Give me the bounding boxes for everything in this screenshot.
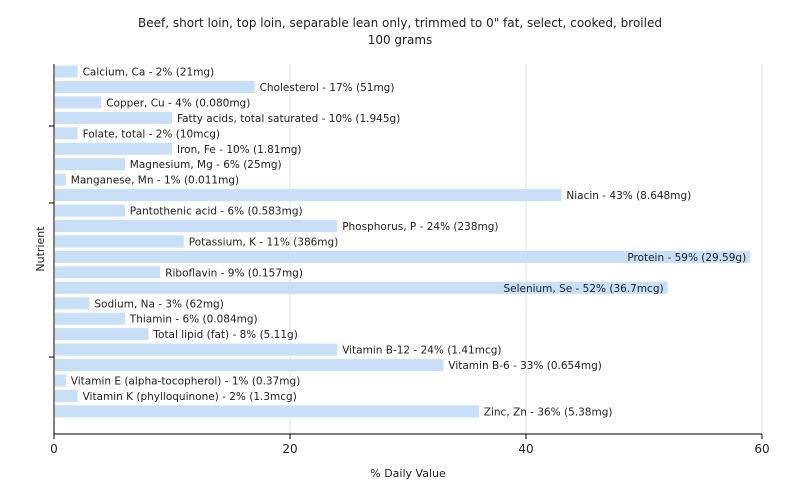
bar: [55, 111, 172, 124]
bar-data-label: Vitamin E (alpha-tocopherol) - 1% (0.37m…: [71, 376, 300, 388]
chart-subtitle: 100 grams: [368, 33, 433, 47]
bar: [55, 281, 668, 294]
bar: [55, 173, 66, 186]
bar: [55, 297, 90, 310]
bar: [55, 359, 444, 372]
x-tick-label: 40: [518, 442, 533, 456]
bar-data-label: Vitamin K (phylloquinone) - 2% (1.3mcg): [83, 391, 297, 403]
y-axis-label: Nutrient: [34, 226, 47, 272]
bar-data-label: Folate, total - 2% (10mcg): [83, 128, 220, 140]
bar: [55, 343, 338, 356]
bar-data-label: Sodium, Na - 3% (62mg): [94, 298, 223, 310]
data-labels-group: Calcium, Ca - 2% (21mg) Cholesterol - 17%…: [71, 67, 746, 419]
bar-data-label: Protein - 59% (29.59g): [627, 252, 746, 264]
x-tick-label: 0: [50, 442, 58, 456]
bar-data-label: Phosphorus, P - 24% (238mg): [342, 221, 498, 233]
y-axis-ticks: [49, 125, 54, 358]
bar-data-label: Zinc, Zn - 36% (5.38mg): [484, 406, 613, 418]
bar: [55, 235, 184, 248]
bar: [55, 220, 338, 232]
bar: [55, 328, 149, 341]
x-tick-label: 60: [754, 442, 769, 456]
bars-group: [55, 65, 751, 418]
bar: [55, 127, 78, 140]
bar: [55, 204, 125, 217]
bar: [55, 250, 751, 263]
bar-data-label: Copper, Cu - 4% (0.080mg): [106, 97, 250, 109]
bar: [55, 266, 161, 279]
bar-data-label: Vitamin B-6 - 33% (0.654mg): [448, 360, 602, 372]
bar-data-label: Potassium, K - 11% (386mg): [189, 236, 339, 248]
bar: [55, 389, 78, 402]
bar: [55, 189, 562, 202]
bar: [55, 405, 479, 418]
bar-data-label: Fatty acids, total saturated - 10% (1.94…: [177, 113, 400, 125]
x-axis-ticks: 0 20 40 60: [50, 434, 770, 456]
chart-title: Beef, short loin, top loin, separable le…: [138, 16, 662, 30]
bar-data-label: Iron, Fe - 10% (1.81mg): [177, 144, 301, 156]
bar-data-label: Manganese, Mn - 1% (0.011mg): [71, 175, 239, 187]
bar: [55, 65, 78, 78]
bar: [55, 96, 102, 109]
bar: [55, 142, 172, 155]
bar-data-label: Pantothenic acid - 6% (0.583mg): [130, 206, 303, 218]
grid-lines: [289, 64, 763, 434]
bar-data-label: Niacin - 43% (8.648mg): [566, 190, 691, 202]
bar: [55, 158, 125, 171]
bar-data-label: Total lipid (fat) - 8% (5.11g): [152, 329, 297, 341]
x-tick-label: 20: [282, 442, 297, 456]
bar: [55, 374, 66, 387]
bar-data-label: Calcium, Ca - 2% (21mg): [83, 67, 215, 79]
bar-data-label: Cholesterol - 17% (51mg): [260, 82, 395, 94]
bar-data-label: Selenium, Se - 52% (36.7mcg): [503, 283, 663, 295]
bar: [55, 80, 255, 93]
bar-data-label: Magnesium, Mg - 6% (25mg): [130, 159, 282, 171]
bar-data-label: Thiamin - 6% (0.084mg): [129, 314, 258, 326]
bar-data-label: Riboflavin - 9% (0.157mg): [165, 267, 303, 279]
bar-data-label: Vitamin B-12 - 24% (1.41mcg): [342, 345, 501, 357]
x-axis-label: % Daily Value: [370, 467, 446, 480]
bar: [55, 312, 125, 325]
